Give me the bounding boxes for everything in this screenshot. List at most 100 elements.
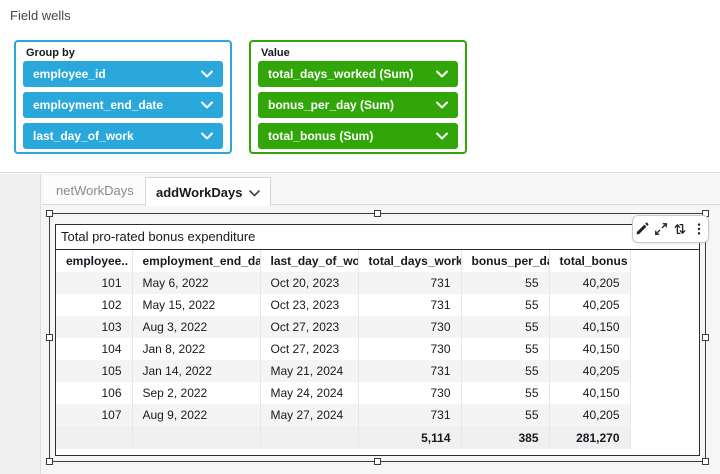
field-pill-label: bonus_per_day (Sum)	[268, 98, 395, 112]
tab-label: netWorkDays	[56, 182, 134, 198]
sheet-area: netWorkDays addWorkDays + Total pro-rate…	[0, 174, 720, 474]
column-header-total-bonus[interactable]: total_bonus	[549, 250, 631, 272]
table-cell[interactable]: Jan 14, 2022	[132, 360, 261, 382]
chevron-down-icon[interactable]	[201, 98, 213, 112]
table-cell[interactable]: 731	[358, 404, 462, 426]
field-wells-panel: Field wells Group by employee_id employm…	[0, 0, 720, 173]
group-by-label: Group by	[26, 47, 75, 59]
field-pill-employment-end-date[interactable]: employment_end_date	[23, 92, 223, 118]
table-cell[interactable]: May 21, 2024	[260, 360, 359, 382]
field-pill-last-day-of-work[interactable]: last_day_of_work	[23, 123, 223, 149]
selection-handle-middle-left[interactable]	[46, 333, 53, 341]
table-cell[interactable]: May 15, 2022	[132, 294, 261, 316]
table-cell[interactable]: 104	[56, 338, 133, 360]
tab-bar-divider	[42, 204, 720, 205]
table-cell[interactable]: 40,150	[549, 382, 631, 404]
selection-handle-bottom-left[interactable]	[46, 458, 53, 465]
column-header-last-day-of-work[interactable]: last_day_of_work	[260, 250, 359, 272]
table-cell[interactable]: Oct 23, 2023	[260, 294, 359, 316]
table-cell[interactable]: 40,205	[549, 360, 631, 382]
table-cell[interactable]: Aug 3, 2022	[132, 316, 261, 338]
table-row: 107 Aug 9, 2022 May 27, 2024 731 55 40,2…	[56, 404, 631, 426]
table-row: 105 Jan 14, 2022 May 21, 2024 731 55 40,…	[56, 360, 631, 382]
visual-selection-frame	[46, 210, 709, 465]
totals-cell: 281,270	[549, 426, 631, 449]
swap-axes-icon[interactable]	[672, 221, 688, 237]
table-cell[interactable]: Oct 27, 2023	[260, 316, 359, 338]
table-cell[interactable]: 102	[56, 294, 133, 316]
selection-handle-middle-right[interactable]	[702, 333, 709, 341]
table-cell[interactable]: 40,205	[549, 294, 631, 316]
group-by-well[interactable]: Group by employee_id employment_end_date…	[14, 40, 232, 154]
tab-networkdays[interactable]: netWorkDays	[44, 176, 146, 204]
table-cell[interactable]: 55	[461, 294, 550, 316]
selection-handle-top-middle[interactable]	[373, 210, 381, 217]
field-pill-label: total_days_worked (Sum)	[268, 67, 414, 81]
field-pill-bonus-per-day[interactable]: bonus_per_day (Sum)	[258, 92, 458, 118]
table-cell[interactable]: Sep 2, 2022	[132, 382, 261, 404]
table-cell[interactable]: 40,205	[549, 404, 631, 426]
table-cell[interactable]: May 24, 2024	[260, 382, 359, 404]
table-cell[interactable]: 106	[56, 382, 133, 404]
table-cell[interactable]: 103	[56, 316, 133, 338]
table-cell[interactable]: 55	[461, 404, 550, 426]
chevron-down-icon[interactable]	[436, 67, 448, 81]
column-header-employment-end-date[interactable]: employment_end_date	[132, 250, 261, 272]
table-cell[interactable]: 55	[461, 272, 550, 294]
field-pill-total-days-worked[interactable]: total_days_worked (Sum)	[258, 61, 458, 87]
visual-title[interactable]: Total pro-rated bonus expenditure	[56, 225, 699, 250]
totals-cell	[56, 426, 133, 449]
table-cell[interactable]: Oct 27, 2023	[260, 338, 359, 360]
chevron-down-icon[interactable]	[201, 129, 213, 143]
table-row: 106 Sep 2, 2022 May 24, 2024 730 55 40,1…	[56, 382, 631, 404]
table-row: 102 May 15, 2022 Oct 23, 2023 731 55 40,…	[56, 294, 631, 316]
table-cell[interactable]: May 27, 2024	[260, 404, 359, 426]
table-cell[interactable]: 105	[56, 360, 133, 382]
edit-pencil-icon[interactable]	[634, 221, 650, 237]
chevron-down-icon[interactable]	[436, 129, 448, 143]
chevron-down-icon[interactable]	[436, 98, 448, 112]
table-cell[interactable]: Jan 8, 2022	[132, 338, 261, 360]
value-label: Value	[261, 47, 290, 59]
table-cell[interactable]: 40,150	[549, 316, 631, 338]
table-cell[interactable]: 101	[56, 272, 133, 294]
table-row: 104 Jan 8, 2022 Oct 27, 2023 730 55 40,1…	[56, 338, 631, 360]
table-cell[interactable]: Aug 9, 2022	[132, 404, 261, 426]
table-cell[interactable]: 731	[358, 360, 462, 382]
field-pill-label: employment_end_date	[33, 98, 164, 112]
table-cell[interactable]: 731	[358, 294, 462, 316]
pivot-table: employee.. employment_end_date last_day_…	[56, 250, 631, 449]
table-cell[interactable]: 40,150	[549, 338, 631, 360]
table-cell[interactable]: 730	[358, 316, 462, 338]
maximize-icon[interactable]	[653, 221, 669, 237]
totals-cell	[132, 426, 261, 449]
field-wells-label: Field wells	[10, 8, 71, 23]
table-cell[interactable]: 730	[358, 338, 462, 360]
table-cell[interactable]: Oct 20, 2023	[260, 272, 359, 294]
chevron-down-icon[interactable]	[201, 67, 213, 81]
table-visual[interactable]: Total pro-rated bonus expenditure employ…	[55, 224, 700, 456]
column-header-total-days-worked[interactable]: total_days_worked	[358, 250, 462, 272]
selection-handle-bottom-middle[interactable]	[373, 458, 381, 465]
table-cell[interactable]: 55	[461, 382, 550, 404]
table-cell[interactable]: May 6, 2022	[132, 272, 261, 294]
table-cell[interactable]: 55	[461, 338, 550, 360]
table-cell[interactable]: 40,205	[549, 272, 631, 294]
value-well[interactable]: Value total_days_worked (Sum) bonus_per_…	[249, 40, 467, 154]
table-cell[interactable]: 107	[56, 404, 133, 426]
table-cell[interactable]: 730	[358, 382, 462, 404]
table-cell[interactable]: 731	[358, 272, 462, 294]
field-pill-total-bonus[interactable]: total_bonus (Sum)	[258, 123, 458, 149]
selection-handle-top-left[interactable]	[46, 210, 53, 217]
table-cell[interactable]: 55	[461, 360, 550, 382]
selection-handle-bottom-right[interactable]	[702, 458, 709, 465]
table-totals-row: 5,114 385 281,270	[56, 426, 631, 449]
column-header-bonus-per-day[interactable]: bonus_per_day	[461, 250, 550, 272]
tab-addworkdays[interactable]: addWorkDays	[145, 177, 272, 206]
column-header-employee-id[interactable]: employee..	[56, 250, 133, 272]
chevron-down-icon[interactable]	[249, 185, 261, 200]
table-cell[interactable]: 55	[461, 316, 550, 338]
field-pill-employee-id[interactable]: employee_id	[23, 61, 223, 87]
kebab-menu-icon[interactable]	[691, 221, 707, 237]
visual-toolbar	[632, 215, 709, 243]
